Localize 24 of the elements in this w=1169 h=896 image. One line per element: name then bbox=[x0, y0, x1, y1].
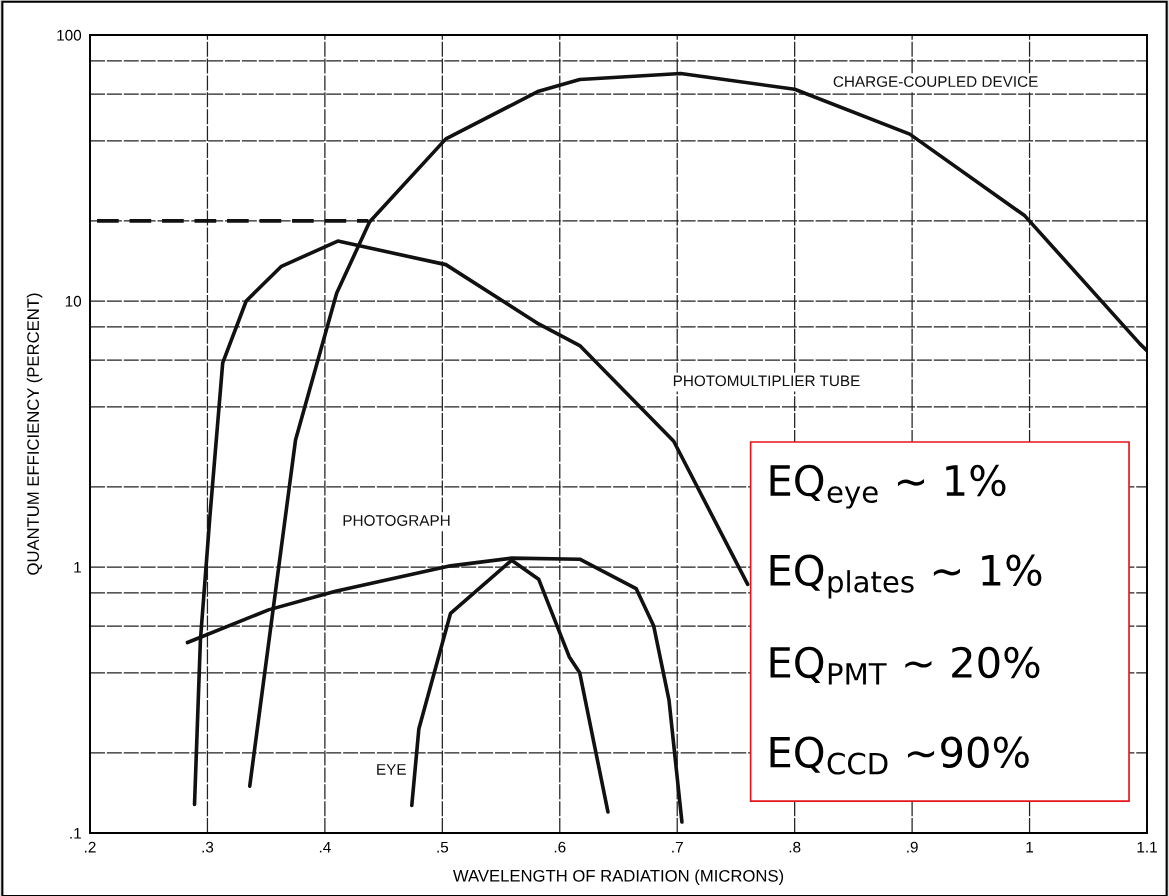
series-label: EYE bbox=[377, 764, 406, 775]
y-axis-title: QUANTUM EFFICIENCY (PERCENT) bbox=[26, 293, 43, 575]
x-tick-label: .7 bbox=[672, 841, 683, 853]
x-tick-label: .4 bbox=[319, 841, 331, 853]
x-tick-label: .6 bbox=[554, 841, 566, 853]
y-tick-label: 10 bbox=[65, 295, 82, 307]
y-tick-label: 1 bbox=[74, 562, 81, 573]
x-tick-label: .2 bbox=[85, 841, 96, 853]
y-tick-label: .1 bbox=[70, 828, 81, 839]
annotation: EQ$_{plates}$ ~ 1% bbox=[770, 554, 1042, 599]
x-tick-label: 1.1 bbox=[1137, 841, 1157, 853]
x-tick-label: .8 bbox=[789, 841, 801, 853]
text: PHOTOGRAPH bbox=[343, 515, 450, 526]
y-tick-label: 100 bbox=[57, 29, 82, 41]
annotation: EQ$_{CCD}$ ~90% bbox=[770, 736, 1029, 775]
x-tick-label: .9 bbox=[907, 841, 918, 853]
annotation: EQ$_{PMT}$ ~ 20% bbox=[770, 646, 1040, 685]
x-tick-label: .3 bbox=[202, 841, 214, 853]
text: PHOTOMULTIPLIER TUBE bbox=[673, 375, 860, 387]
series-label: CHARGE-COUPLED DEVICE bbox=[833, 76, 1038, 87]
annotation: EQ$_{eye}$ ~ 1% bbox=[770, 464, 1006, 509]
x-axis-title: WAVELENGTH OF RADIATION (MICRONS) bbox=[452, 869, 784, 885]
x-tick-label: .5 bbox=[437, 841, 449, 853]
x-tick-label: 1 bbox=[1026, 841, 1034, 853]
